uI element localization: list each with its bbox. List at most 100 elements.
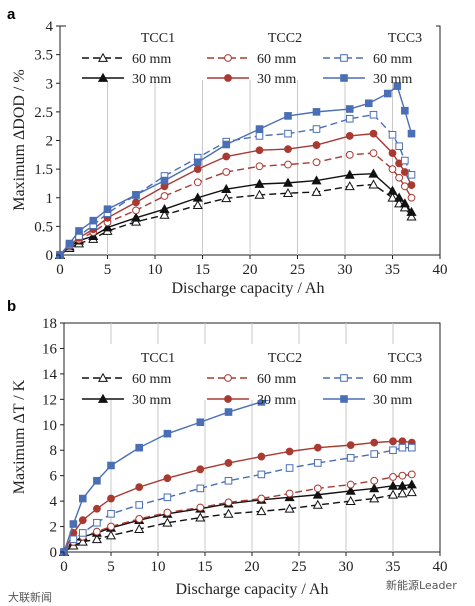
panel-b: b 0 5 10 15 20 25 30 35 40 0 2 4 6 8 10 12 14 16 18 TCC1 60… — [7, 298, 448, 598]
y-tick-label: 8 — [50, 443, 58, 459]
data-point — [257, 470, 266, 479]
legend-entry-label: 30 mm — [132, 393, 171, 408]
data-point — [389, 473, 397, 481]
legend-marker — [97, 72, 109, 82]
x-tick-label: 0 — [60, 559, 68, 575]
data-point — [163, 474, 172, 483]
panel-a: a 0 5 10 15 20 25 30 35 40 0 0.5 1 1.5 2 2.5 3 3.5 4 TCC1… — [7, 6, 448, 297]
legend-entry-label: 30 mm — [373, 72, 412, 87]
data-point — [408, 443, 416, 452]
x-tick-label: 40 — [433, 559, 448, 575]
panel-a-series — [54, 82, 417, 259]
series-tcc1-30mm — [58, 479, 417, 556]
data-point — [394, 192, 405, 202]
data-point — [346, 454, 355, 462]
y-tick-label: 1.5 — [34, 162, 53, 178]
x-tick-label: 25 — [290, 262, 305, 278]
data-point — [406, 486, 417, 497]
data-point — [389, 437, 397, 446]
data-point — [370, 476, 379, 485]
data-point — [75, 227, 83, 235]
data-point — [103, 205, 112, 213]
data-point — [221, 193, 232, 203]
data-point — [257, 494, 266, 503]
data-point — [284, 129, 292, 138]
data-point — [222, 168, 231, 176]
legend-entry-label: 30 mm — [373, 393, 412, 408]
data-point — [221, 183, 232, 194]
legend-marker — [224, 374, 232, 382]
data-point — [195, 512, 206, 522]
data-point — [160, 176, 169, 185]
panel-a-ticks: 0 5 10 15 20 25 30 35 40 0 0.5 1 1.5 2 2.5 3 3.5 4 — [34, 19, 447, 278]
legend-group-title: TCC1 — [141, 31, 175, 46]
series-tcc1-60mm — [58, 486, 417, 556]
y-tick-label: 3 — [46, 76, 54, 92]
data-point — [284, 503, 295, 513]
data-point — [79, 494, 87, 503]
legend-entry-label: 30 mm — [257, 393, 296, 408]
panel-a-letter: a — [7, 6, 16, 23]
data-point — [282, 177, 294, 187]
data-point — [399, 198, 410, 208]
watermark-left: 大联新闻 — [8, 590, 52, 604]
data-point — [132, 191, 140, 199]
x-tick-label: 20 — [243, 262, 258, 278]
data-point — [159, 203, 170, 214]
data-point — [224, 476, 233, 485]
data-point — [313, 484, 322, 493]
data-point — [398, 443, 407, 452]
data-point — [395, 142, 403, 151]
panel-b-ticks: 0 5 10 15 20 25 30 35 40 0 2 4 6 8 10 12 14 16 18 — [42, 316, 448, 575]
data-point — [163, 493, 172, 502]
data-point — [370, 450, 378, 458]
legend-marker — [97, 393, 109, 403]
data-point — [401, 106, 409, 115]
data-point — [388, 149, 397, 157]
data-point — [196, 418, 205, 427]
legend-group-title: TCC3 — [388, 31, 422, 46]
x-tick-label: 30 — [338, 262, 353, 278]
data-point — [130, 212, 142, 222]
data-point — [383, 89, 392, 98]
data-point — [389, 446, 397, 455]
data-point — [369, 483, 380, 493]
data-point — [285, 464, 294, 472]
watermark-right: 新能源Leader — [386, 578, 457, 592]
data-point — [284, 145, 292, 153]
data-point — [89, 216, 98, 225]
y-tick-label: 2.5 — [34, 105, 53, 121]
x-tick-label: 15 — [195, 262, 210, 278]
data-point — [312, 108, 321, 116]
data-point — [132, 198, 140, 207]
data-point — [284, 112, 292, 120]
data-point — [312, 499, 323, 509]
data-point — [107, 510, 115, 518]
data-point — [107, 494, 115, 503]
series-line — [59, 132, 413, 256]
data-point — [91, 534, 102, 544]
data-point — [193, 165, 202, 174]
data-point — [398, 437, 407, 446]
data-point — [65, 239, 74, 248]
legend-marker — [340, 74, 348, 82]
legend-group-title: TCC2 — [268, 31, 302, 46]
data-point — [162, 517, 173, 527]
data-point — [344, 181, 355, 191]
x-tick-label: 5 — [107, 559, 115, 575]
data-point — [364, 99, 373, 108]
series-line — [59, 113, 413, 256]
data-point — [255, 125, 264, 133]
y-tick-label: 6 — [50, 469, 58, 485]
y-tick-label: 2 — [50, 520, 58, 536]
data-point — [196, 484, 205, 493]
x-tick-label: 40 — [433, 262, 448, 278]
data-point — [406, 206, 417, 216]
series-tcc3-30mm — [56, 82, 416, 259]
y-tick-label: 18 — [42, 316, 57, 332]
data-point — [370, 438, 379, 447]
data-point — [135, 515, 144, 523]
data-point — [369, 129, 378, 138]
legend-marker — [340, 395, 348, 403]
panel-a-ylabel: Maximum ΔDOD / % — [11, 69, 28, 210]
